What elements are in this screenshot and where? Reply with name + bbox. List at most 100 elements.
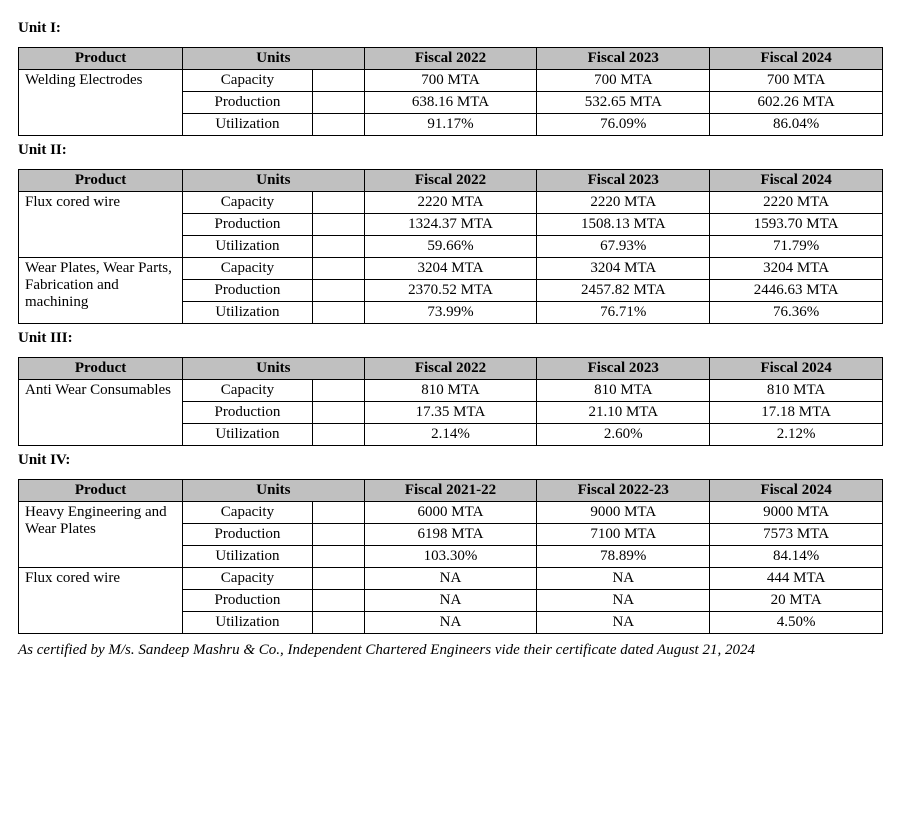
value-cell: 1508.13 MTA <box>537 214 710 236</box>
col-header-fiscal: Fiscal 2023 <box>537 48 710 70</box>
value-cell: 2220 MTA <box>710 192 883 214</box>
spacer-cell <box>312 502 364 524</box>
value-cell: 638.16 MTA <box>364 92 537 114</box>
col-header-fiscal: Fiscal 2024 <box>710 48 883 70</box>
units-cell: Production <box>183 524 313 546</box>
value-cell: 2220 MTA <box>364 192 537 214</box>
value-cell: 84.14% <box>710 546 883 568</box>
units-cell: Utilization <box>183 546 313 568</box>
spacer-cell <box>312 114 364 136</box>
table-row: Flux cored wireCapacityNANA444 MTA <box>19 568 883 590</box>
capacity-table: ProductUnitsFiscal 2021-22Fiscal 2022-23… <box>18 479 883 634</box>
value-cell: 2220 MTA <box>537 192 710 214</box>
value-cell: 1324.37 MTA <box>364 214 537 236</box>
units-cell: Capacity <box>183 380 313 402</box>
value-cell: 2.14% <box>364 424 537 446</box>
col-header-product: Product <box>19 48 183 70</box>
spacer-cell <box>312 546 364 568</box>
table-row: Flux cored wireCapacity2220 MTA2220 MTA2… <box>19 192 883 214</box>
product-name-text: Welding Electrodes <box>25 72 143 89</box>
certification-footnote: As certified by M/s. Sandeep Mashru & Co… <box>18 640 883 660</box>
table-row: Heavy Engineering and Wear PlatesCapacit… <box>19 502 883 524</box>
spacer-cell <box>312 214 364 236</box>
spacer-cell <box>312 590 364 612</box>
product-name: Heavy Engineering and Wear Plates <box>19 502 183 568</box>
col-header-product: Product <box>19 170 183 192</box>
value-cell: 810 MTA <box>537 380 710 402</box>
units-cell: Utilization <box>183 236 313 258</box>
value-cell: 71.79% <box>710 236 883 258</box>
value-cell: 7573 MTA <box>710 524 883 546</box>
value-cell: 59.66% <box>364 236 537 258</box>
col-header-fiscal: Fiscal 2024 <box>710 358 883 380</box>
product-name-text: Wear Plates, Wear Parts, Fabrication and… <box>25 260 176 311</box>
value-cell: NA <box>364 590 537 612</box>
col-header-fiscal: Fiscal 2022 <box>364 48 537 70</box>
col-header-fiscal: Fiscal 2022-23 <box>537 480 710 502</box>
units-cell: Utilization <box>183 302 313 324</box>
col-header-units: Units <box>183 170 364 192</box>
units-cell: Capacity <box>183 70 313 92</box>
document-root: Unit I:ProductUnitsFiscal 2022Fiscal 202… <box>18 20 883 660</box>
value-cell: 2370.52 MTA <box>364 280 537 302</box>
value-cell: 1593.70 MTA <box>710 214 883 236</box>
spacer-cell <box>312 302 364 324</box>
spacer-cell <box>312 70 364 92</box>
value-cell: 86.04% <box>710 114 883 136</box>
product-name: Anti Wear Consumables <box>19 380 183 446</box>
units-cell: Capacity <box>183 502 313 524</box>
col-header-units: Units <box>183 48 364 70</box>
value-cell: 700 MTA <box>364 70 537 92</box>
col-header-units: Units <box>183 480 364 502</box>
spacer-cell <box>312 258 364 280</box>
value-cell: 76.71% <box>537 302 710 324</box>
value-cell: 21.10 MTA <box>537 402 710 424</box>
col-header-fiscal: Fiscal 2024 <box>710 480 883 502</box>
value-cell: 2.60% <box>537 424 710 446</box>
value-cell: 9000 MTA <box>710 502 883 524</box>
value-cell: 4.50% <box>710 612 883 634</box>
product-name-text: Flux cored wire <box>25 194 120 211</box>
col-header-product: Product <box>19 358 183 380</box>
value-cell: 17.35 MTA <box>364 402 537 424</box>
value-cell: 3204 MTA <box>537 258 710 280</box>
spacer-cell <box>312 424 364 446</box>
value-cell: 6000 MTA <box>364 502 537 524</box>
product-name-text: Anti Wear Consumables <box>25 382 171 399</box>
value-cell: 2.12% <box>710 424 883 446</box>
units-cell: Production <box>183 280 313 302</box>
units-cell: Production <box>183 214 313 236</box>
spacer-cell <box>312 236 364 258</box>
table-row: Welding Electrodes Capacity 700 MTA700 MTA… <box>19 70 883 92</box>
product-name: Flux cored wire <box>19 192 183 258</box>
value-cell: 7100 MTA <box>537 524 710 546</box>
value-cell: 91.17% <box>364 114 537 136</box>
col-header-fiscal: Fiscal 2021-22 <box>364 480 537 502</box>
unit-title: Unit IV: <box>18 452 883 469</box>
value-cell: 78.89% <box>537 546 710 568</box>
capacity-table: ProductUnitsFiscal 2022Fiscal 2023Fiscal… <box>18 357 883 446</box>
col-header-units: Units <box>183 358 364 380</box>
units-cell: Utilization <box>183 612 313 634</box>
product-name-text: Flux cored wire <box>25 570 120 586</box>
units-cell: Production <box>183 402 313 424</box>
col-header-fiscal: Fiscal 2024 <box>710 170 883 192</box>
value-cell: 2446.63 MTA <box>710 280 883 302</box>
value-cell: NA <box>537 590 710 612</box>
unit-title: Unit I: <box>18 20 883 37</box>
value-cell: 2457.82 MTA <box>537 280 710 302</box>
col-header-fiscal: Fiscal 2022 <box>364 358 537 380</box>
value-cell: 810 MTA <box>364 380 537 402</box>
table-row: Anti Wear ConsumablesCapacity810 MTA810 … <box>19 380 883 402</box>
value-cell: 103.30% <box>364 546 537 568</box>
value-cell: 810 MTA <box>710 380 883 402</box>
capacity-table: ProductUnitsFiscal 2022Fiscal 2023Fiscal… <box>18 169 883 324</box>
units-cell: Utilization <box>183 424 313 446</box>
spacer-cell <box>312 568 364 590</box>
value-cell: 700 MTA <box>537 70 710 92</box>
value-cell: NA <box>364 568 537 590</box>
value-cell: 3204 MTA <box>364 258 537 280</box>
value-cell: 76.36% <box>710 302 883 324</box>
units-cell: Capacity <box>183 258 313 280</box>
unit-title: Unit III: <box>18 330 883 347</box>
